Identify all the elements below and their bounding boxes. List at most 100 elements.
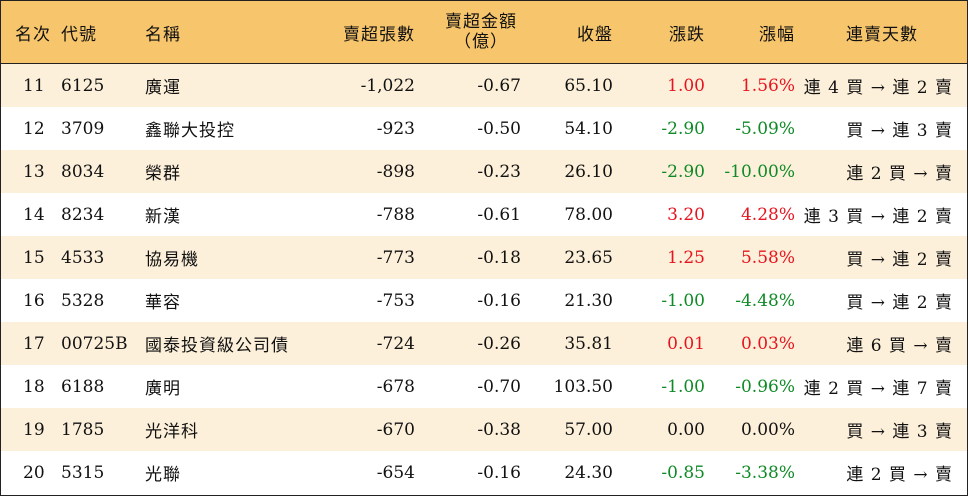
change-pct-cell: -4.48%	[705, 279, 797, 322]
code-cell: 3709	[59, 107, 143, 150]
net-sell-lots-cell: -788	[319, 193, 423, 236]
change-pct-cell: -0.96%	[705, 365, 797, 408]
net-sell-amount-cell: -0.18	[423, 236, 527, 279]
net-sell-amount-cell: -0.38	[423, 408, 527, 451]
consecutive-days-cell: 連 2 買 → 賣	[797, 451, 967, 494]
net-sell-amount-cell: -0.16	[423, 279, 527, 322]
consecutive-days-cell: 連 2 買 → 賣	[797, 150, 967, 193]
rank-cell: 19	[1, 408, 59, 451]
rank-cell: 18	[1, 365, 59, 408]
change-cell: 0.01	[617, 322, 705, 365]
net-sell-amount-cell: -0.50	[423, 107, 527, 150]
consecutive-days-cell: 連 6 買 → 賣	[797, 322, 967, 365]
name-cell: 廣明	[143, 365, 319, 408]
close-cell: 21.30	[527, 279, 617, 322]
table-header-row: 名次 代號 名稱 賣超張數 賣超金額 （億） 收盤 漲跌 漲幅 連賣天數	[1, 1, 967, 64]
rank-cell: 17	[1, 322, 59, 365]
table-row: 20 5315 光聯 -654 -0.16 24.30 -0.85 -3.38%…	[1, 451, 967, 494]
code-cell: 4533	[59, 236, 143, 279]
consecutive-days-cell: 連 3 買 → 連 2 賣	[797, 193, 967, 236]
header-name: 名稱	[143, 1, 319, 64]
change-pct-cell: 4.28%	[705, 193, 797, 236]
header-net-sell-amount-line1: 賣超金額	[445, 12, 517, 32]
code-cell: 6188	[59, 365, 143, 408]
consecutive-days-cell: 買 → 連 2 賣	[797, 279, 967, 322]
change-pct-cell: -10.00%	[705, 150, 797, 193]
change-cell: -1.00	[617, 279, 705, 322]
change-cell: -2.90	[617, 107, 705, 150]
net-sell-amount-cell: -0.67	[423, 63, 527, 107]
header-net-sell-amount-line2: （億）	[454, 32, 508, 52]
rank-cell: 15	[1, 236, 59, 279]
net-sell-lots-cell: -670	[319, 408, 423, 451]
name-cell: 榮群	[143, 150, 319, 193]
header-rank: 名次	[1, 1, 59, 64]
name-cell: 國泰投資級公司債	[143, 322, 319, 365]
table-body: 11 6125 廣運 -1,022 -0.67 65.10 1.00 1.56%…	[1, 63, 967, 494]
change-cell: 0.00	[617, 408, 705, 451]
net-sell-lots-cell: -898	[319, 150, 423, 193]
code-cell: 6125	[59, 63, 143, 107]
consecutive-days-cell: 買 → 連 3 賣	[797, 107, 967, 150]
consecutive-days-cell: 買 → 連 2 賣	[797, 236, 967, 279]
table-row: 15 4533 協易機 -773 -0.18 23.65 1.25 5.58% …	[1, 236, 967, 279]
code-cell: 1785	[59, 408, 143, 451]
net-sell-amount-cell: -0.26	[423, 322, 527, 365]
change-pct-cell: 1.56%	[705, 63, 797, 107]
change-cell: 1.00	[617, 63, 705, 107]
consecutive-days-cell: 買 → 連 3 賣	[797, 408, 967, 451]
net-sell-amount-cell: -0.23	[423, 150, 527, 193]
table-row: 19 1785 光洋科 -670 -0.38 57.00 0.00 0.00% …	[1, 408, 967, 451]
net-sell-lots-cell: -773	[319, 236, 423, 279]
name-cell: 鑫聯大投控	[143, 107, 319, 150]
consecutive-days-cell: 連 2 買 → 連 7 賣	[797, 365, 967, 408]
code-cell: 5315	[59, 451, 143, 494]
name-cell: 新漢	[143, 193, 319, 236]
close-cell: 26.10	[527, 150, 617, 193]
header-close: 收盤	[527, 1, 617, 64]
net-sell-lots-cell: -923	[319, 107, 423, 150]
code-cell: 00725B	[59, 322, 143, 365]
table-row: 12 3709 鑫聯大投控 -923 -0.50 54.10 -2.90 -5.…	[1, 107, 967, 150]
rank-cell: 14	[1, 193, 59, 236]
close-cell: 65.10	[527, 63, 617, 107]
consecutive-days-cell: 連 4 買 → 連 2 賣	[797, 63, 967, 107]
change-cell: -2.90	[617, 150, 705, 193]
change-cell: 1.25	[617, 236, 705, 279]
change-pct-cell: 5.58%	[705, 236, 797, 279]
header-consecutive-days: 連賣天數	[797, 1, 967, 64]
rank-cell: 20	[1, 451, 59, 494]
code-cell: 5328	[59, 279, 143, 322]
rank-cell: 12	[1, 107, 59, 150]
close-cell: 35.81	[527, 322, 617, 365]
change-cell: -0.85	[617, 451, 705, 494]
close-cell: 54.10	[527, 107, 617, 150]
rank-cell: 13	[1, 150, 59, 193]
net-sell-amount-cell: -0.16	[423, 451, 527, 494]
table-row: 16 5328 華容 -753 -0.16 21.30 -1.00 -4.48%…	[1, 279, 967, 322]
code-cell: 8034	[59, 150, 143, 193]
header-code: 代號	[59, 1, 143, 64]
code-cell: 8234	[59, 193, 143, 236]
net-sell-lots-cell: -678	[319, 365, 423, 408]
name-cell: 光聯	[143, 451, 319, 494]
header-net-sell-lots: 賣超張數	[319, 1, 423, 64]
table-row: 14 8234 新漢 -788 -0.61 78.00 3.20 4.28% 連…	[1, 193, 967, 236]
net-sell-lots-cell: -1,022	[319, 63, 423, 107]
close-cell: 78.00	[527, 193, 617, 236]
close-cell: 57.00	[527, 408, 617, 451]
rank-cell: 16	[1, 279, 59, 322]
table-row: 18 6188 廣明 -678 -0.70 103.50 -1.00 -0.96…	[1, 365, 967, 408]
close-cell: 24.30	[527, 451, 617, 494]
table-row: 17 00725B 國泰投資級公司債 -724 -0.26 35.81 0.01…	[1, 322, 967, 365]
close-cell: 23.65	[527, 236, 617, 279]
change-pct-cell: -5.09%	[705, 107, 797, 150]
name-cell: 廣運	[143, 63, 319, 107]
header-change: 漲跌	[617, 1, 705, 64]
net-sell-lots-cell: -724	[319, 322, 423, 365]
net-sell-lots-cell: -753	[319, 279, 423, 322]
name-cell: 協易機	[143, 236, 319, 279]
change-cell: 3.20	[617, 193, 705, 236]
